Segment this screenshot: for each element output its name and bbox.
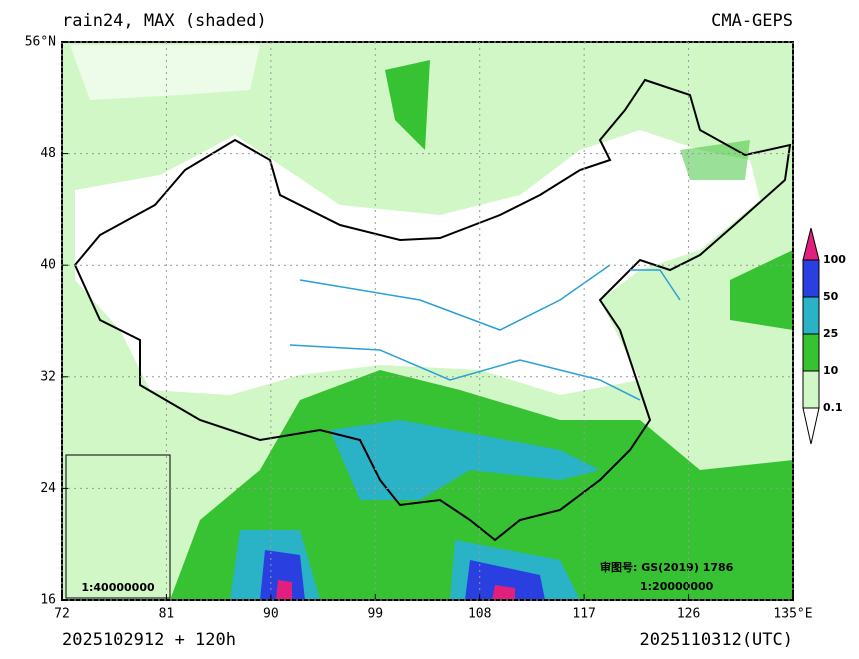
approval-number: 审图号: GS(2019) 1786 bbox=[600, 560, 734, 574]
colorbar-segment bbox=[802, 296, 820, 335]
colorbar-label: 25 bbox=[823, 327, 838, 340]
rivers bbox=[289, 264, 681, 401]
y-tick-label: 16 bbox=[40, 593, 56, 608]
x-tick-label: 135°E bbox=[773, 607, 812, 622]
x-tick-label: 90 bbox=[263, 607, 279, 622]
inset-scale: 1:40000000 bbox=[81, 581, 155, 594]
map-frame bbox=[61, 41, 794, 601]
x-tick-label: 108 bbox=[468, 607, 491, 622]
inset-map bbox=[65, 454, 171, 599]
x-tick-label: 72 bbox=[54, 607, 70, 622]
valid-time: 2025110312(UTC) bbox=[639, 630, 793, 650]
x-tick-label: 126 bbox=[677, 607, 700, 622]
y-tick-label: 56°N bbox=[25, 35, 56, 50]
init-time: 2025102912 + 120h bbox=[62, 630, 236, 650]
x-tick-label: 99 bbox=[367, 607, 383, 622]
colorbar-label: 100 bbox=[823, 253, 846, 266]
x-tick-label: 117 bbox=[572, 607, 595, 622]
colorbar-segment bbox=[802, 259, 820, 298]
country-border bbox=[73, 78, 792, 542]
colorbar-label: 50 bbox=[823, 290, 839, 303]
rain-patches bbox=[170, 60, 793, 600]
colorbar-segment bbox=[802, 370, 820, 409]
y-tick-label: 48 bbox=[40, 146, 56, 161]
colorbar-segment bbox=[802, 333, 820, 372]
dry-area bbox=[75, 130, 760, 395]
colorbar-over bbox=[802, 227, 820, 261]
map-scale: 1:20000000 bbox=[640, 580, 714, 593]
y-tick-label: 24 bbox=[40, 481, 56, 496]
map: 1:40000000 审图号: GS(2019) 1786 1:20000000 bbox=[62, 42, 793, 600]
source: CMA-GEPS bbox=[711, 11, 793, 31]
colorbar-label: 10 bbox=[823, 364, 839, 377]
y-tick-label: 32 bbox=[40, 369, 56, 384]
colorbar-under bbox=[802, 407, 820, 445]
dry-area bbox=[70, 45, 260, 100]
title: rain24, MAX (shaded) bbox=[62, 11, 267, 31]
y-tick-label: 40 bbox=[40, 258, 56, 273]
x-tick-label: 81 bbox=[159, 607, 175, 622]
colorbar-label: 0.1 bbox=[823, 401, 843, 414]
